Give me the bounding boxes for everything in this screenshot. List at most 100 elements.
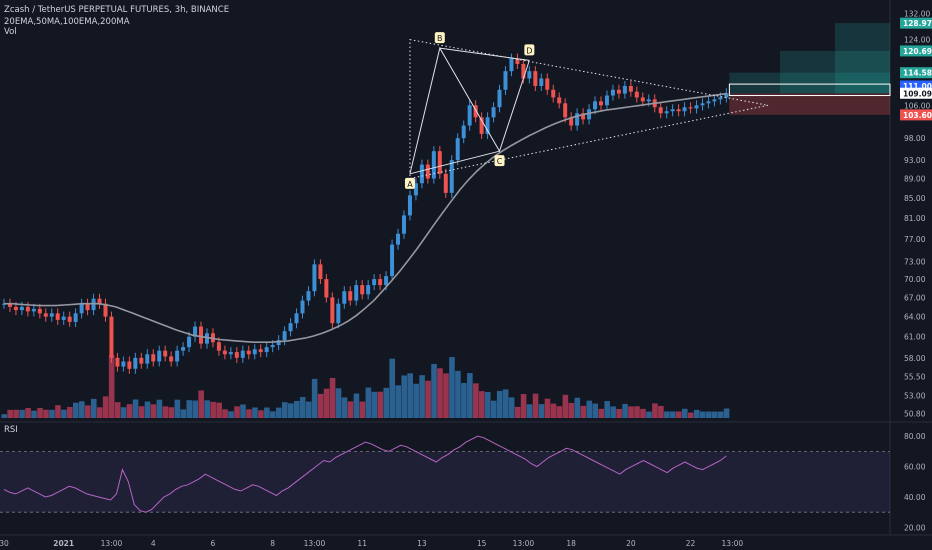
pattern-point-label: B (437, 34, 443, 43)
time-tick-label: 13:00 (513, 539, 535, 548)
price-badge-label: 128.97 (903, 19, 932, 28)
candle-body (604, 95, 609, 106)
volume-legend[interactable]: Vol (4, 27, 17, 37)
volume-bar (317, 393, 324, 418)
candle-body (139, 357, 144, 364)
volume-bar (246, 409, 252, 418)
pattern-leg-line (409, 150, 500, 175)
candle-body (443, 173, 448, 193)
candle-body (688, 107, 693, 109)
candle-body (628, 85, 633, 92)
candle-body (31, 308, 36, 312)
volume-bar (323, 388, 330, 418)
candle-body (634, 91, 639, 98)
time-tick-label: 6 (211, 539, 216, 548)
price-tick-label: 124.00 (904, 36, 930, 45)
price-tick-label: 85.00 (904, 194, 926, 203)
volume-bar (640, 408, 646, 418)
candle-body (187, 336, 192, 348)
candle-body (246, 350, 251, 355)
price-tick-label: 93.00 (904, 156, 926, 165)
candle-body (354, 285, 359, 301)
candle-body (700, 103, 705, 106)
candle-body (664, 111, 669, 114)
candle-body (407, 195, 412, 216)
volume-bar (634, 406, 640, 418)
candle-body (401, 215, 406, 234)
rsi-legend[interactable]: RSI (4, 425, 18, 435)
rsi-tick-label: 80.00 (904, 432, 926, 441)
volume-bar (455, 370, 461, 418)
candle-body (258, 349, 263, 353)
candle-body (467, 105, 472, 126)
volume-bar (287, 403, 294, 418)
target-zone (780, 50, 890, 94)
candle-body (234, 352, 239, 358)
price-tick-label: 73.00 (904, 258, 926, 267)
volume-bar (132, 399, 139, 418)
volume-bar (568, 402, 575, 418)
candle-body (413, 183, 418, 196)
indicator-legend[interactable]: 20EMA,50MA,100EMA,200MA (4, 17, 130, 27)
candle-body (151, 354, 156, 362)
volume-bar (1, 414, 7, 418)
volume-bar (31, 410, 37, 418)
volume-bar (126, 404, 133, 418)
price-tick-label: 106.00 (904, 101, 930, 110)
candle-body (575, 113, 580, 126)
volume-bar (174, 399, 181, 418)
volume-bar (628, 406, 634, 418)
candle-body (640, 97, 645, 102)
volume-bar (395, 385, 402, 418)
price-badge-label: 111.00 (903, 82, 932, 91)
candle-body (228, 352, 233, 355)
candle-body (55, 313, 60, 320)
candle-body (252, 349, 257, 355)
candle-body (37, 308, 42, 314)
candle-body (557, 97, 562, 104)
candle-body (199, 326, 204, 344)
candle-body (396, 233, 401, 245)
candle-body (270, 345, 275, 348)
candle-body (73, 313, 78, 322)
volume-bar (496, 390, 503, 418)
time-tick-label: 18 (566, 539, 576, 548)
time-tick-label: 22 (686, 539, 696, 548)
candle-body (348, 291, 353, 301)
volume-bar (186, 400, 193, 418)
candle-body (545, 78, 550, 90)
volume-bar (538, 404, 545, 418)
time-tick-label: 30 (0, 539, 9, 548)
xabcd-pattern-line (409, 46, 530, 174)
pattern-point-badge (524, 44, 535, 56)
moving-average-line (4, 92, 727, 343)
candle-body (222, 350, 227, 355)
volume-bar (580, 405, 587, 418)
candle-body (115, 357, 120, 367)
candle-body (437, 151, 442, 174)
candle-body (103, 303, 108, 317)
candle-body (282, 331, 287, 341)
volume-bar (377, 391, 384, 418)
candle-body (324, 279, 329, 298)
volume-bar (664, 411, 670, 418)
candle-body (622, 85, 627, 94)
candle-body (431, 151, 436, 179)
symbol-title[interactable]: Zcash / TetherUS PERPETUAL FUTURES, 3h, … (4, 5, 230, 15)
volume-bar (329, 378, 336, 418)
candle-body (449, 160, 454, 193)
candle-body (718, 97, 723, 100)
volume-bar (138, 406, 145, 418)
volume-bar (616, 408, 622, 418)
target-zone (835, 23, 890, 94)
candle-body (97, 298, 102, 304)
candle-body (169, 356, 174, 362)
pattern-point-label: D (526, 46, 532, 55)
price-badge (900, 109, 932, 121)
candle-body (288, 323, 293, 332)
price-tick-label: 61.00 (904, 333, 926, 342)
candle-body (676, 109, 681, 112)
candle-body (473, 105, 478, 118)
volume-bar (13, 409, 19, 418)
